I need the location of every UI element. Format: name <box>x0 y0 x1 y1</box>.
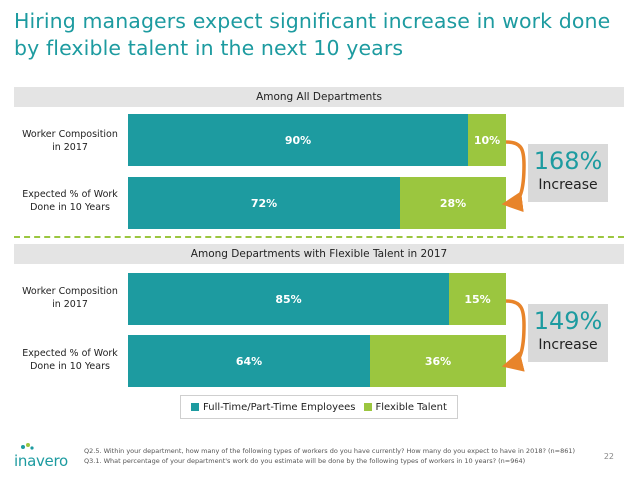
panel-1-arrow <box>501 140 526 213</box>
panel-2-row-1-flexible-bar: 15% <box>449 273 506 325</box>
panel-1-row-2-label: Expected % of Work Done in 10 Years <box>22 189 118 213</box>
panel-1-row-2-flexible-label: 28% <box>439 196 467 210</box>
panel-2-row-2-label: Expected % of Work Done in 10 Years <box>22 348 118 372</box>
legend-item-flexible: Flexible Talent <box>363 401 447 413</box>
panel-2-row-2-flexible-bar: 36% <box>370 335 506 387</box>
footnotes: Q2.5. Within your department, how many o… <box>84 446 575 466</box>
footnote-2: Q3.1. What percentage of your department… <box>84 457 526 465</box>
panel-2-increase-label: Increase <box>538 337 598 353</box>
panel-2-row-1-label: Worker Composition in 2017 <box>22 286 118 310</box>
panel-1-row-1-flexible-bar: 10% <box>468 114 506 166</box>
panel-1-row-1-label: Worker Composition in 2017 <box>22 129 118 153</box>
panel-2-title: Among Departments with Flexible Talent i… <box>14 244 624 264</box>
panel-1-row-1-flexible-label: 10% <box>473 133 501 147</box>
legend-label-full-time: Full-Time/Part-Time Employees <box>203 401 356 413</box>
panel-1-row-1-full-time-label: 90% <box>284 133 312 147</box>
logo-text: inavero <box>14 452 68 470</box>
slide-title: Hiring managers expect significant incre… <box>14 9 611 60</box>
dashed-divider <box>14 236 624 238</box>
panel-2-row-1-full-time-label: 85% <box>275 292 302 306</box>
footnote-1: Q2.5. Within your department, how many o… <box>84 447 576 455</box>
panel-1-row-2-flexible-bar: 28% <box>400 177 506 229</box>
panel-2-row-2-flexible-label: 36% <box>424 354 452 368</box>
panel-2-increase-callout: 149% Increase <box>528 304 608 362</box>
panel-2-row-1-flexible-label: 15% <box>464 292 491 306</box>
legend-swatch-flexible <box>363 403 372 411</box>
panel-1-row-2-full-time-label: 72% <box>250 196 278 210</box>
logo-icon <box>21 443 34 450</box>
panel-2-row-1-full-time-bar: 85% <box>128 273 449 325</box>
legend-label-flexible: Flexible Talent <box>375 401 447 413</box>
panel-2-row-2-full-time-label: 64% <box>235 354 263 368</box>
panel-2-increase-value: 149% <box>533 307 603 335</box>
panel-1-row-2-full-time-bar: 72% <box>128 177 400 229</box>
panel-1-increase-label: Increase <box>538 177 598 193</box>
panel-1-increase-value: 168% <box>533 147 603 175</box>
legend-swatch-full-time <box>191 403 200 411</box>
panel-1-title: Among All Departments <box>14 87 624 107</box>
panel-2-arrow <box>501 299 526 372</box>
panel-1-row-1-full-time-bar: 90% <box>128 114 468 166</box>
panel-2-row-2-full-time-bar: 64% <box>128 335 370 387</box>
legend-item-full-time: Full-Time/Part-Time Employees <box>191 401 356 413</box>
chart-legend: Full-Time/Part-Time Employees Flexible T… <box>180 395 458 419</box>
page-number: 22 <box>603 452 614 461</box>
panel-1-increase-callout: 168% Increase <box>528 144 608 202</box>
